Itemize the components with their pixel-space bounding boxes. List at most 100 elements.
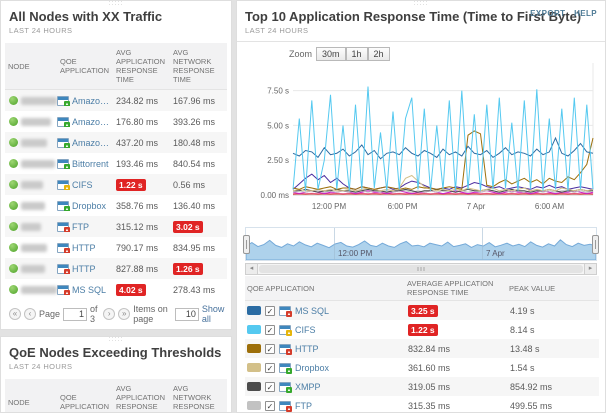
column-header[interactable]: AVG APPLICATION RESPONSE TIME xyxy=(116,384,166,412)
scroll-right-arrow-icon[interactable]: ▸ xyxy=(584,264,596,274)
node-status-up-icon xyxy=(9,201,18,210)
node-cell[interactable] xyxy=(5,159,57,168)
chart-scrollbar[interactable]: ◂ ▸ xyxy=(245,263,597,275)
node-name-redacted xyxy=(21,117,51,126)
column-header[interactable]: QOE APPLICATION xyxy=(60,57,110,75)
qoe-application-link[interactable]: ▲ CIFS xyxy=(57,179,113,190)
drag-handle-icon[interactable]: ::::: xyxy=(413,0,429,7)
node-cell[interactable] xyxy=(5,285,57,294)
first-page-button[interactable]: « xyxy=(9,308,21,320)
qoe-application-link[interactable]: ▲ MS SQL xyxy=(57,284,113,295)
column-header[interactable]: AVG NETWORK RESPONSE TIME xyxy=(173,384,215,412)
table-row: ▲ Bittorrent 193.46 ms 840.54 ms xyxy=(5,153,227,174)
application-name: Bittorrent xyxy=(72,158,109,169)
thresholds-table: NODE QOE APPLICATION AVG APPLICATION RESPO… xyxy=(5,379,227,412)
node-cell[interactable] xyxy=(5,138,57,147)
qoe-application-link[interactable]: ▲ Bittorrent xyxy=(57,158,113,169)
avg-network-response-time: 840.54 ms xyxy=(173,158,216,169)
avg-application-response-time: 193.46 ms xyxy=(116,158,159,169)
alert-value-badge: 1.22 s xyxy=(116,178,146,191)
scrollbar-thumb[interactable] xyxy=(259,265,583,273)
node-cell[interactable] xyxy=(5,243,57,252)
qoe-application-link[interactable]: ▲ Dropbox xyxy=(57,200,113,211)
column-header[interactable]: PEAK VALUE xyxy=(509,283,556,293)
alert-value-badge: 1.26 s xyxy=(173,262,203,275)
series-visibility-checkbox[interactable]: ✓ xyxy=(265,400,275,411)
column-header[interactable]: NODE xyxy=(8,61,30,71)
help-link[interactable]: HELP xyxy=(574,9,597,18)
node-cell[interactable] xyxy=(5,201,57,210)
app-status-badge-icon: ▲ xyxy=(64,163,70,169)
items-per-page-input[interactable] xyxy=(174,307,199,321)
application-link[interactable]: HTTP xyxy=(295,343,319,354)
column-header[interactable]: AVERAGE APPLICATION RESPONSE TIME xyxy=(407,279,494,297)
node-status-up-icon xyxy=(9,96,18,105)
application-icon: ▲ xyxy=(279,343,292,355)
avg-network-response-time: 3.02 s xyxy=(170,220,229,233)
column-header[interactable]: NODE xyxy=(8,397,30,407)
show-all-link[interactable]: Show all xyxy=(201,304,225,324)
column-header[interactable]: AVG NETWORK RESPONSE TIME xyxy=(173,48,215,84)
zoom-30m-button[interactable]: 30m xyxy=(316,47,346,61)
table-row: ▲ Amazon ... 437.20 ms 180.48 ms xyxy=(5,132,227,153)
application-link[interactable]: MS SQL xyxy=(295,305,330,316)
app-status-badge-icon: ▲ xyxy=(286,348,292,355)
application-icon: ▲ xyxy=(279,381,292,393)
qoe-application-link[interactable]: ▲ Amazon ... xyxy=(57,95,113,106)
avg-application-response-time: 1.22 s xyxy=(113,178,170,191)
next-page-button[interactable]: › xyxy=(103,308,116,320)
series-color-swatch xyxy=(247,325,261,334)
node-cell[interactable] xyxy=(5,117,57,126)
series-visibility-checkbox[interactable]: ✓ xyxy=(265,362,275,373)
node-cell[interactable] xyxy=(5,96,57,105)
last-page-button[interactable]: » xyxy=(118,308,131,320)
qoe-application-link[interactable]: ▲ HTTP xyxy=(57,263,113,274)
application-link[interactable]: FTP xyxy=(295,400,312,411)
qoe-application-link[interactable]: ▲ Amazon ... xyxy=(57,137,113,148)
application-icon: ▲ xyxy=(57,284,70,295)
node-cell[interactable] xyxy=(5,180,57,189)
navigator-left-handle[interactable] xyxy=(243,235,250,254)
scroll-left-arrow-icon[interactable]: ◂ xyxy=(246,264,258,274)
application-link[interactable]: Dropbox xyxy=(295,362,330,373)
svg-text:7 Apr: 7 Apr xyxy=(467,202,486,211)
node-status-up-icon xyxy=(9,243,18,252)
panel-title: All Nodes with XX Traffic xyxy=(9,9,163,24)
series-line-cifs xyxy=(292,86,594,191)
application-link[interactable]: XMPP xyxy=(295,381,321,392)
export-link[interactable]: EXPORT xyxy=(530,9,566,18)
series-visibility-checkbox[interactable]: ✓ xyxy=(265,381,275,392)
avg-application-response-time: 4.02 s xyxy=(113,283,170,296)
node-cell[interactable] xyxy=(5,264,57,273)
qoe-application-link[interactable]: ▲ HTTP xyxy=(57,242,113,253)
application-icon: ▲ xyxy=(57,179,70,190)
drag-handle-icon[interactable]: ::::: xyxy=(108,0,124,7)
page-number-input[interactable] xyxy=(63,307,88,321)
qoe-application-link[interactable]: ▲ Amazon ... xyxy=(57,116,113,127)
node-status-up-icon xyxy=(9,138,18,147)
zoom-2h-button[interactable]: 2h xyxy=(367,47,390,61)
peak-value: 1.54 s xyxy=(510,362,535,373)
application-link[interactable]: CIFS xyxy=(295,324,316,335)
series-visibility-checkbox[interactable]: ✓ xyxy=(265,324,275,335)
column-header[interactable]: QOE APPLICATION xyxy=(247,283,315,293)
column-header[interactable]: AVG APPLICATION RESPONSE TIME xyxy=(116,48,166,84)
series-visibility-checkbox[interactable]: ✓ xyxy=(265,343,275,354)
node-cell[interactable] xyxy=(5,222,57,231)
chart-navigator[interactable]: 12:00 PM 7 Apr xyxy=(243,227,599,261)
avg-network-response-time: 393.26 ms xyxy=(173,116,216,127)
qoe-application-link[interactable]: ▲ FTP xyxy=(57,221,113,232)
prev-page-button[interactable]: ‹ xyxy=(24,308,36,320)
response-time-chart[interactable]: 0.00 ms 2.50 s 5.00 s 7.50 s 12:00 PM 6:00 PM… xyxy=(245,61,599,217)
table-row: ▲ HTTP 790.17 ms 834.95 ms xyxy=(5,237,227,258)
avg-application-response-time: 790.17 ms xyxy=(116,242,159,253)
series-visibility-checkbox[interactable]: ✓ xyxy=(265,305,275,316)
table-row: ▲ MS SQL 4.02 s 278.43 ms xyxy=(5,279,227,300)
navigator-right-handle[interactable] xyxy=(592,235,599,254)
zoom-1h-button[interactable]: 1h xyxy=(345,47,368,61)
column-header[interactable]: QOE APPLICATION xyxy=(60,393,110,411)
app-status-badge-icon: ▲ xyxy=(286,367,292,374)
application-icon: ▲ xyxy=(279,362,292,374)
drag-handle-icon[interactable]: ::::: xyxy=(108,336,124,343)
app-status-badge-icon: ▲ xyxy=(286,329,292,336)
